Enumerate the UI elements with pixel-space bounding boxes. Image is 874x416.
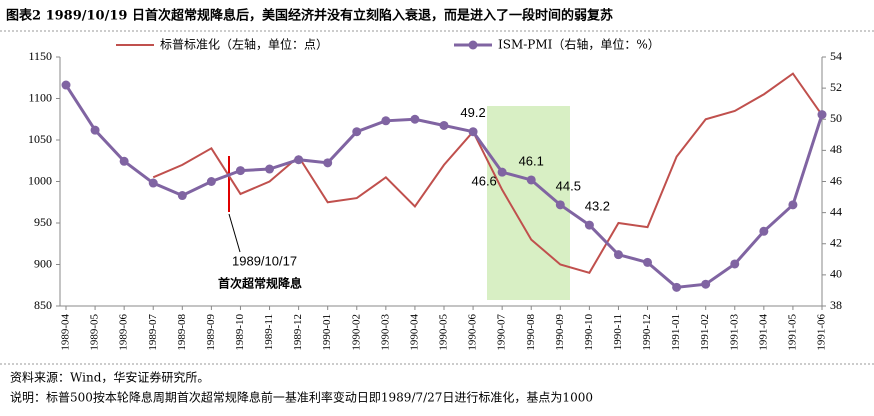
point bbox=[468, 127, 478, 137]
point bbox=[439, 120, 449, 130]
y-tick-label: 1050 bbox=[28, 132, 52, 146]
y2-tick-label: 48 bbox=[830, 142, 842, 156]
point bbox=[235, 166, 245, 176]
explanation-note: 说明：标普500按本轮降息周期首次超常规降息前一基准利率变动日即1989/7/2… bbox=[10, 390, 593, 405]
legend-label: 标普标准化（左轴，单位：点） bbox=[160, 37, 328, 52]
data-label: 43.2 bbox=[585, 199, 610, 214]
y-tick-label: 900 bbox=[34, 256, 52, 270]
point bbox=[381, 116, 391, 126]
x-tick-label: 1989-04 bbox=[60, 314, 72, 351]
x-tick-label: 1990-10 bbox=[583, 314, 595, 351]
point bbox=[294, 155, 304, 165]
y2-tick-label: 40 bbox=[830, 267, 842, 281]
annotation: 1989/10/17 bbox=[232, 253, 297, 268]
point bbox=[643, 257, 653, 267]
y2-tick-label: 52 bbox=[830, 80, 842, 94]
x-tick-label: 1989-05 bbox=[89, 314, 101, 351]
point bbox=[61, 80, 71, 90]
point bbox=[759, 226, 769, 236]
x-tick-label: 1989-08 bbox=[176, 314, 188, 351]
x-tick-label: 1990-04 bbox=[408, 314, 420, 351]
x-tick-label: 1991-06 bbox=[816, 314, 828, 351]
data-label: 46.6 bbox=[471, 174, 496, 189]
x-tick-label: 1990-11 bbox=[612, 314, 624, 350]
point bbox=[555, 200, 565, 210]
x-tick-label: 1991-04 bbox=[757, 314, 769, 351]
y2-tick-label: 46 bbox=[830, 173, 842, 187]
x-tick-label: 1989-10 bbox=[234, 314, 246, 351]
point bbox=[177, 191, 187, 201]
y-tick-label: 850 bbox=[34, 298, 52, 312]
x-tick-label: 1990-06 bbox=[467, 314, 479, 351]
y2-tick-label: 44 bbox=[830, 204, 842, 218]
y-tick-label: 1000 bbox=[28, 173, 52, 187]
point bbox=[119, 156, 129, 166]
series-line bbox=[152, 72, 823, 274]
x-tick-label: 1991-01 bbox=[670, 314, 682, 351]
y-tick-label: 950 bbox=[34, 215, 52, 229]
data-label: 44.5 bbox=[556, 178, 581, 193]
source-note: 资料来源：Wind，华安证券研究所。 bbox=[10, 370, 209, 385]
y2-tick-label: 50 bbox=[830, 111, 842, 125]
x-tick-label: 1989-07 bbox=[147, 314, 159, 351]
point bbox=[730, 259, 740, 269]
leader-line bbox=[228, 213, 241, 253]
y2-tick-label: 54 bbox=[830, 49, 842, 63]
y2-tick-label: 42 bbox=[830, 236, 842, 250]
point bbox=[265, 164, 275, 174]
x-tick-label: 1990-08 bbox=[525, 314, 537, 351]
point bbox=[584, 220, 594, 230]
x-tick-label: 1990-05 bbox=[438, 314, 450, 351]
point bbox=[817, 110, 827, 120]
x-tick-label: 1990-09 bbox=[554, 314, 566, 351]
x-tick-label: 1990-02 bbox=[350, 314, 362, 351]
x-tick-label: 1991-05 bbox=[786, 314, 798, 351]
point bbox=[613, 250, 623, 260]
x-tick-label: 1991-02 bbox=[699, 314, 711, 351]
x-tick-label: 1990-03 bbox=[379, 314, 391, 351]
x-tick-label: 1989-06 bbox=[118, 314, 130, 351]
point bbox=[206, 177, 216, 186]
x-tick-label: 1990-07 bbox=[496, 314, 508, 351]
legend-label: ISM-PMI（右轴，单位：%） bbox=[498, 37, 660, 52]
x-tick-label: 1991-03 bbox=[728, 314, 740, 351]
x-tick-label: 1990-12 bbox=[641, 314, 653, 351]
x-tick-label: 1990-01 bbox=[321, 314, 333, 351]
point bbox=[672, 282, 682, 292]
series-line bbox=[64, 84, 824, 289]
point bbox=[352, 127, 362, 137]
y-tick-label: 1150 bbox=[28, 49, 52, 63]
y2-tick-label: 38 bbox=[830, 298, 842, 312]
y-tick-label: 1100 bbox=[28, 90, 52, 104]
x-tick-label: 1989-12 bbox=[292, 314, 304, 351]
point bbox=[701, 279, 711, 289]
point bbox=[148, 178, 158, 188]
legend-marker bbox=[468, 40, 478, 50]
point bbox=[788, 200, 798, 210]
point bbox=[90, 125, 100, 135]
chart-title: 图表2 1989/10/19 日首次超常规降息后，美国经济并没有立刻陷入衰退，而… bbox=[6, 8, 613, 24]
x-tick-label: 1989-09 bbox=[205, 314, 217, 351]
point bbox=[526, 175, 536, 185]
data-label: 46.1 bbox=[519, 153, 544, 168]
data-label: 49.2 bbox=[460, 105, 485, 120]
point bbox=[323, 158, 333, 168]
point bbox=[410, 114, 420, 124]
point bbox=[497, 167, 507, 177]
annotation: 首次超常规降息 bbox=[218, 276, 302, 291]
x-tick-label: 1989-11 bbox=[263, 314, 275, 350]
